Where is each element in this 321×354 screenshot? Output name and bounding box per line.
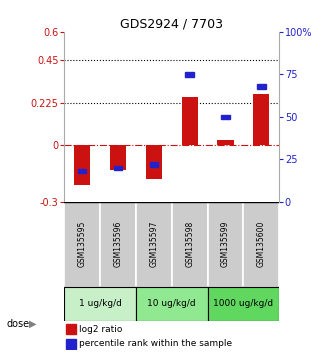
Bar [243,202,279,287]
Text: GSM135599: GSM135599 [221,221,230,268]
Bar [146,145,162,179]
Title: GDS2924 / 7703: GDS2924 / 7703 [120,18,223,31]
Text: percentile rank within the sample: percentile rank within the sample [79,339,232,348]
Bar [185,72,194,76]
Bar [208,287,279,321]
Bar [136,287,208,321]
Bar [217,141,234,145]
Bar [110,145,126,170]
Bar [172,202,208,287]
Bar [221,115,230,119]
Text: ▶: ▶ [29,319,36,329]
Bar [136,202,172,287]
Bar [208,202,243,287]
Bar [78,169,86,173]
Bar [182,97,198,145]
Text: GSM135596: GSM135596 [113,221,123,268]
Bar [257,84,266,88]
Bar [66,324,76,335]
Bar [74,145,90,185]
Text: GSM135600: GSM135600 [257,221,266,268]
Bar [64,287,136,321]
Text: 1 ug/kg/d: 1 ug/kg/d [79,299,121,308]
Text: 10 ug/kg/d: 10 ug/kg/d [147,299,196,308]
Bar [66,339,76,349]
Text: log2 ratio: log2 ratio [79,325,123,334]
Text: GSM135595: GSM135595 [78,221,87,268]
Text: dose: dose [6,319,30,329]
Text: GSM135598: GSM135598 [185,221,194,267]
Text: GSM135597: GSM135597 [149,221,158,268]
Bar [253,94,269,145]
Bar [114,166,122,170]
Bar [100,202,136,287]
Bar [64,202,100,287]
Bar [150,162,158,167]
Text: 1000 ug/kg/d: 1000 ug/kg/d [213,299,273,308]
